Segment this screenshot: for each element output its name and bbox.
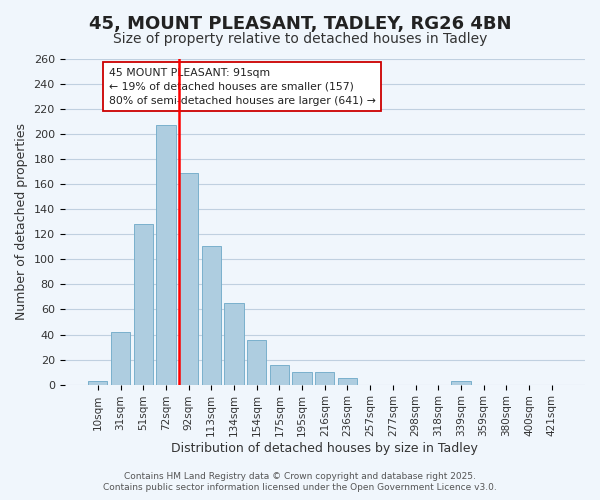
Text: Contains HM Land Registry data © Crown copyright and database right 2025.
Contai: Contains HM Land Registry data © Crown c… (103, 472, 497, 492)
Bar (202, 246, 221, 384)
Bar (292, 372, 312, 384)
Bar (338, 378, 357, 384)
Bar (315, 372, 334, 384)
Y-axis label: Number of detached properties: Number of detached properties (15, 124, 28, 320)
Bar (270, 364, 289, 384)
Bar (224, 303, 244, 384)
Text: Size of property relative to detached houses in Tadley: Size of property relative to detached ho… (113, 32, 487, 46)
Bar (156, 126, 176, 384)
Bar (88, 381, 107, 384)
Bar (111, 332, 130, 384)
Bar (247, 340, 266, 384)
Text: 45, MOUNT PLEASANT, TADLEY, RG26 4BN: 45, MOUNT PLEASANT, TADLEY, RG26 4BN (89, 15, 511, 33)
Bar (451, 381, 470, 384)
Text: 45 MOUNT PLEASANT: 91sqm
← 19% of detached houses are smaller (157)
80% of semi-: 45 MOUNT PLEASANT: 91sqm ← 19% of detach… (109, 68, 376, 106)
Bar (179, 173, 198, 384)
X-axis label: Distribution of detached houses by size in Tadley: Distribution of detached houses by size … (172, 442, 478, 455)
Bar (134, 224, 153, 384)
